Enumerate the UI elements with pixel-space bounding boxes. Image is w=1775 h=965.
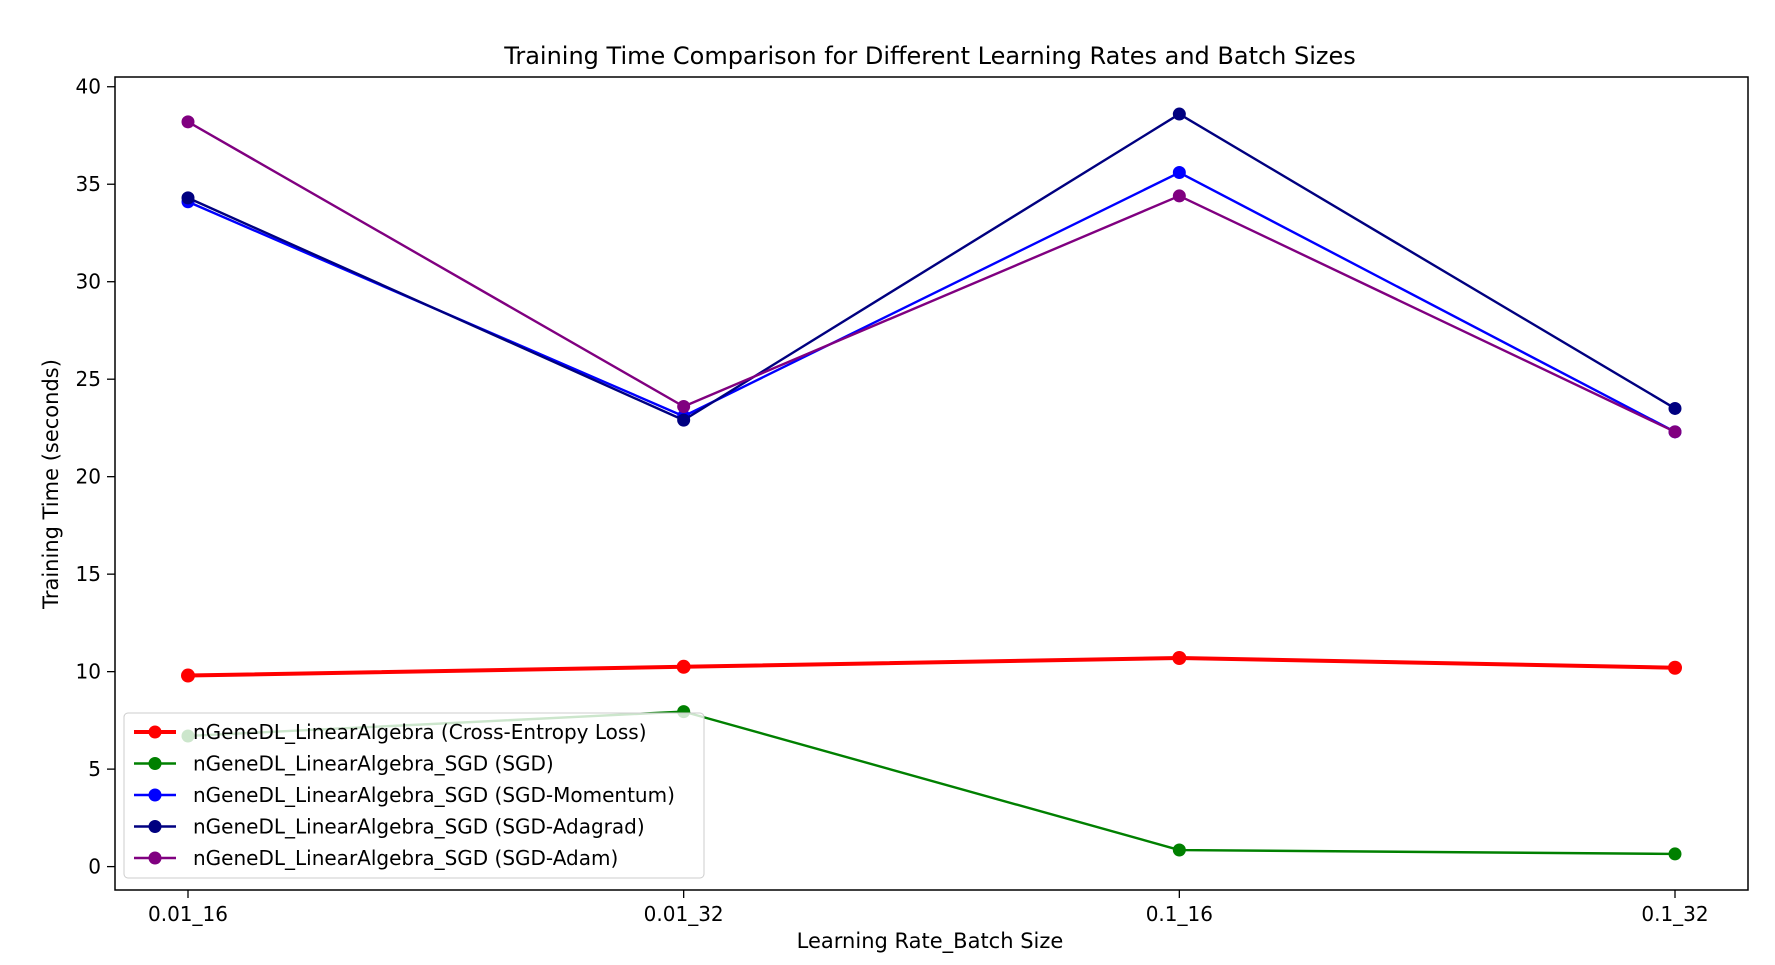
- data-point: [1172, 843, 1186, 857]
- legend-label: nGeneDL_LinearAlgebra_SGD (SGD-Adam): [193, 846, 618, 870]
- y-tick-label: 5: [88, 757, 101, 781]
- data-point: [181, 191, 195, 205]
- series-4: [181, 115, 1682, 439]
- x-tick-label: 0.1_16: [1146, 902, 1213, 926]
- y-tick-label: 0: [88, 855, 101, 879]
- x-tick-label: 0.1_32: [1641, 902, 1708, 926]
- series-line: [187, 112, 1676, 422]
- data-point: [1668, 847, 1682, 861]
- x-axis: 0.01_16 0.01_32 0.1_16 0.1_32: [148, 890, 1709, 926]
- legend-swatch-marker: [148, 788, 162, 802]
- data-point: [677, 399, 691, 413]
- y-tick-label: 10: [76, 660, 101, 684]
- x-tick-label: 0.01_16: [148, 902, 228, 926]
- y-tick-label: 25: [76, 367, 101, 391]
- x-axis-label: Learning Rate_Batch Size: [797, 929, 1064, 954]
- legend-swatch-marker: [148, 757, 162, 770]
- data-point: [1668, 425, 1682, 439]
- y-axis-label: Training Time (seconds): [39, 359, 63, 610]
- series-0: [181, 650, 1682, 683]
- legend-label: nGeneDL_LinearAlgebra (Cross-Entropy Los…: [193, 720, 647, 744]
- data-point: [1668, 660, 1682, 675]
- legend: nGeneDL_LinearAlgebra (Cross-Entropy Los…: [123, 712, 705, 879]
- chart-title: Training Time Comparison for Different L…: [503, 42, 1356, 70]
- legend-swatch-marker: [148, 820, 162, 833]
- legend-swatch-marker: [148, 725, 162, 739]
- data-point: [1172, 650, 1187, 665]
- y-axis: 0 5 10 15 20 25 30 35 40: [76, 75, 115, 879]
- y-tick-label: 40: [76, 75, 101, 99]
- series-3: [181, 107, 1682, 427]
- data-point: [677, 413, 691, 427]
- legend-label: nGeneDL_LinearAlgebra_SGD (SGD-Adagrad): [193, 815, 645, 839]
- plot-area: [114, 76, 1749, 891]
- legend-label: nGeneDL_LinearAlgebra_SGD (SGD-Momentum): [193, 783, 675, 807]
- series-line: [187, 655, 1676, 678]
- series-layer: [181, 107, 1682, 861]
- data-point: [1172, 107, 1186, 121]
- y-tick-label: 15: [76, 562, 101, 586]
- plot-frame: [114, 76, 1749, 891]
- series-line: [187, 120, 1676, 433]
- data-point: [1172, 189, 1186, 203]
- data-point: [676, 659, 691, 674]
- data-point: [181, 668, 195, 683]
- y-tick-label: 30: [76, 270, 101, 294]
- data-point: [181, 115, 195, 129]
- legend-box: [123, 712, 705, 879]
- y-tick-label: 35: [76, 172, 101, 196]
- y-tick-label: 20: [76, 465, 101, 489]
- x-tick-label: 0.01_32: [644, 902, 724, 926]
- legend-swatch-marker: [148, 851, 162, 865]
- data-point: [1668, 401, 1682, 415]
- data-point: [1172, 166, 1186, 180]
- legend-label: nGeneDL_LinearAlgebra_SGD (SGD): [193, 752, 554, 776]
